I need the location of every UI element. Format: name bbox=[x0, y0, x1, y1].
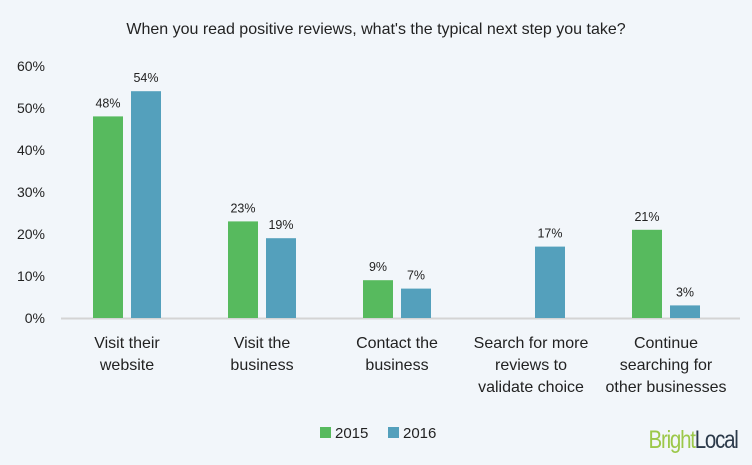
x-category-label: Visit their bbox=[94, 335, 160, 352]
brightlocal-logo: BrightLocal bbox=[648, 426, 739, 454]
legend-swatch-2016 bbox=[388, 427, 399, 438]
data-label: 21% bbox=[634, 210, 659, 224]
y-tick-label: 0% bbox=[25, 310, 45, 326]
data-label: 23% bbox=[230, 201, 255, 215]
data-label: 3% bbox=[676, 285, 694, 299]
x-category-label: business bbox=[365, 357, 428, 374]
y-tick-label: 50% bbox=[17, 100, 45, 116]
x-category-label: Visit the bbox=[234, 335, 291, 352]
bar-2016 bbox=[131, 91, 161, 318]
bar-2016 bbox=[535, 246, 565, 318]
bar-2016 bbox=[401, 288, 431, 318]
y-tick-label: 60% bbox=[17, 58, 45, 74]
bar-2015 bbox=[363, 280, 393, 318]
data-label: 19% bbox=[268, 218, 293, 232]
bar-2015 bbox=[228, 221, 258, 318]
data-label: 17% bbox=[537, 227, 562, 241]
x-category-label: Search for more bbox=[474, 335, 589, 352]
data-label: 54% bbox=[133, 71, 158, 85]
x-category-label: reviews to bbox=[495, 357, 567, 374]
x-category-label: Continue bbox=[634, 335, 698, 352]
legend-label: 2015 bbox=[335, 425, 368, 442]
y-tick-label: 20% bbox=[17, 226, 45, 242]
bar-2016 bbox=[266, 238, 296, 318]
x-category-label: website bbox=[99, 357, 154, 374]
x-category-label: searching for bbox=[620, 357, 713, 374]
data-label: 7% bbox=[407, 269, 425, 283]
x-category-label: other businesses bbox=[606, 379, 727, 396]
x-category-label: business bbox=[230, 357, 293, 374]
legend-swatch-2015 bbox=[320, 427, 331, 438]
x-category-label: Contact the bbox=[356, 335, 438, 352]
bar-2016 bbox=[670, 305, 700, 318]
data-label: 9% bbox=[369, 260, 387, 274]
y-tick-label: 30% bbox=[17, 184, 45, 200]
data-label: 48% bbox=[95, 96, 120, 110]
chart-title: When you read positive reviews, what's t… bbox=[126, 21, 625, 38]
x-category-label: validate choice bbox=[478, 379, 584, 396]
y-tick-label: 10% bbox=[17, 268, 45, 284]
bar-2015 bbox=[632, 229, 662, 318]
y-tick-label: 40% bbox=[17, 142, 45, 158]
legend-label: 2016 bbox=[403, 425, 436, 442]
bar-2015 bbox=[93, 116, 123, 319]
